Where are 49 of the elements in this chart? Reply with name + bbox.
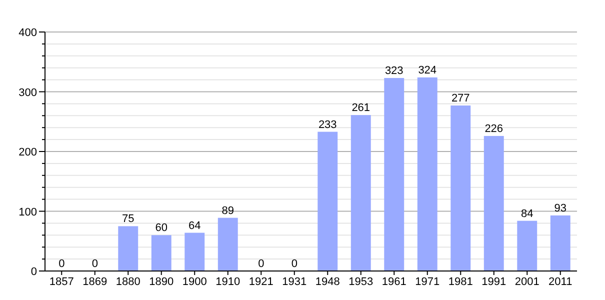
- y-tick-label: 300: [18, 86, 37, 99]
- x-tick-label: 1948: [315, 276, 340, 288]
- data-label: 323: [384, 65, 404, 78]
- x-tick-label: 1890: [149, 276, 174, 288]
- bar: [151, 235, 172, 271]
- bar: [118, 226, 138, 271]
- y-tick-label: 0: [30, 266, 37, 278]
- y-tick-label: 400: [18, 27, 37, 39]
- x-tick-label: 1910: [216, 276, 240, 288]
- bar: [450, 105, 471, 271]
- bar: [318, 132, 338, 271]
- x-tick-label: 1971: [415, 276, 440, 288]
- x-tick-label: 1900: [182, 276, 207, 288]
- x-tick-label: 1869: [82, 276, 108, 288]
- bar: [517, 220, 538, 271]
- data-label: 64: [188, 220, 201, 232]
- x-tick-label: 2011: [548, 276, 572, 288]
- bar: [484, 136, 504, 271]
- x-tick-label: 2001: [514, 276, 540, 288]
- x-tick-label: 1981: [448, 276, 473, 288]
- bar: [184, 232, 205, 271]
- data-label: 226: [484, 122, 504, 135]
- data-label: 84: [521, 208, 534, 220]
- x-tick-label: 1953: [348, 276, 374, 288]
- x-tick-label: 1961: [382, 276, 406, 288]
- data-label: 60: [155, 222, 168, 234]
- data-label: 261: [352, 102, 370, 114]
- y-tick-label: 200: [18, 146, 37, 158]
- bar: [218, 218, 238, 271]
- x-tick-label: 1921: [248, 276, 274, 288]
- x-tick-label: 1991: [482, 276, 506, 288]
- data-label: 233: [318, 118, 337, 131]
- data-label: 0: [58, 258, 65, 270]
- x-tick-label: 1931: [282, 276, 307, 288]
- bar: [384, 78, 404, 271]
- data-label: 93: [554, 202, 566, 214]
- data-label: 277: [451, 92, 470, 104]
- bar: [550, 215, 570, 271]
- x-tick-label: 1880: [116, 276, 140, 288]
- data-label: 0: [291, 258, 298, 270]
- data-label: 0: [92, 258, 98, 270]
- y-tick-label: 100: [18, 206, 37, 218]
- data-label: 0: [258, 258, 264, 270]
- data-label: 89: [222, 204, 234, 217]
- bar: [350, 115, 371, 271]
- data-label: 75: [122, 213, 134, 226]
- x-tick-label: 1857: [49, 276, 74, 288]
- data-label: 324: [418, 64, 437, 76]
- bar: [417, 77, 438, 271]
